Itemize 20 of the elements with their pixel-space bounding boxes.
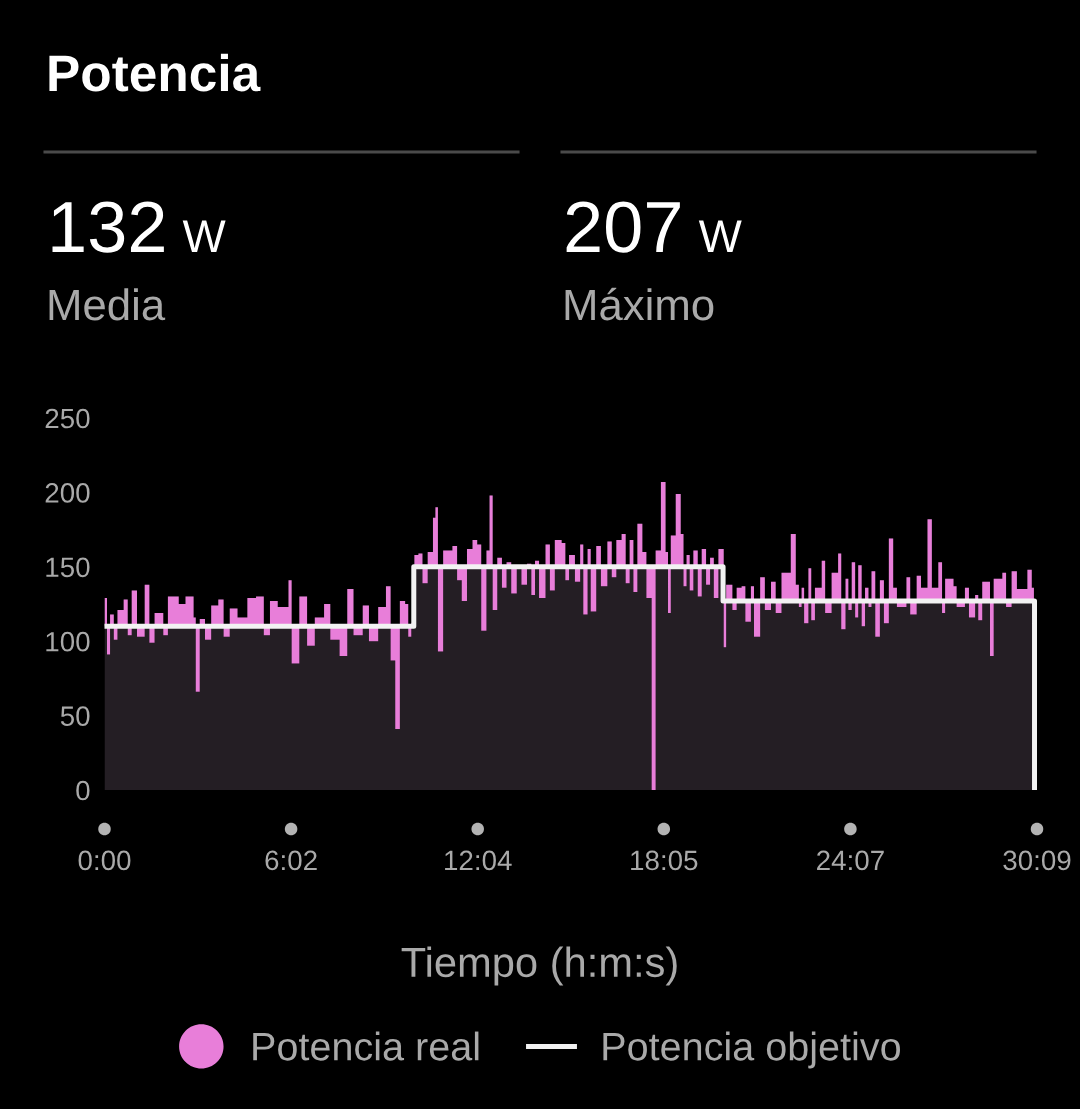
- text: 207 W: [566, 201, 742, 253]
- y-tick-label: 0: [76, 780, 90, 801]
- y-tick-label: 250: [45, 408, 90, 429]
- y-tick-label: 150: [46, 557, 90, 578]
- y-tick-label: 200: [45, 483, 90, 503]
- y-tick-label: 50: [60, 706, 90, 726]
- x-tick-label: 18:05: [631, 850, 698, 871]
- x-tick-label: 0:00: [78, 850, 131, 871]
- legend-label: Potencia objetivo: [603, 1031, 900, 1069]
- x-tick-label: 24:07: [817, 850, 884, 871]
- x-axis-title: Tiempo (h:m:s): [401, 946, 677, 986]
- legend-label: Potencia real: [253, 1031, 479, 1061]
- text: 132 W: [52, 201, 226, 253]
- text: Máximo: [565, 287, 714, 321]
- chart-title: Potencia: [49, 53, 261, 92]
- text: Media: [49, 288, 166, 321]
- x-tick-label: 6:02: [265, 850, 317, 871]
- x-tick-label: 12:04: [445, 850, 512, 871]
- y-tick-label: 100: [46, 631, 90, 652]
- x-tick-label: 30:09: [1003, 850, 1071, 871]
